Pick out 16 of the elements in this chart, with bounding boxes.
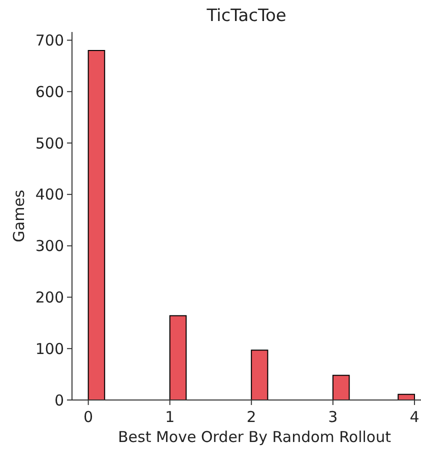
x-tick-label: 3 bbox=[328, 408, 338, 426]
y-tick-label: 200 bbox=[35, 288, 64, 306]
y-tick-label: 500 bbox=[35, 134, 64, 152]
x-tick-label: 0 bbox=[84, 408, 94, 426]
y-axis-title: Games bbox=[10, 190, 28, 242]
x-tick-label: 4 bbox=[410, 408, 420, 426]
y-tick-label: 100 bbox=[35, 340, 64, 358]
y-tick-label: 300 bbox=[35, 237, 64, 256]
x-tick-label: 2 bbox=[246, 408, 256, 426]
y-tick-label: 0 bbox=[54, 391, 64, 410]
chart-title: TicTacToe bbox=[206, 6, 286, 26]
x-axis-title: Best Move Order By Random Rollout bbox=[118, 428, 392, 446]
y-tick-label: 400 bbox=[35, 186, 64, 204]
y-tick-label: 600 bbox=[35, 82, 64, 101]
y-tick-label: 700 bbox=[35, 31, 64, 50]
x-tick-label: 1 bbox=[165, 408, 175, 426]
